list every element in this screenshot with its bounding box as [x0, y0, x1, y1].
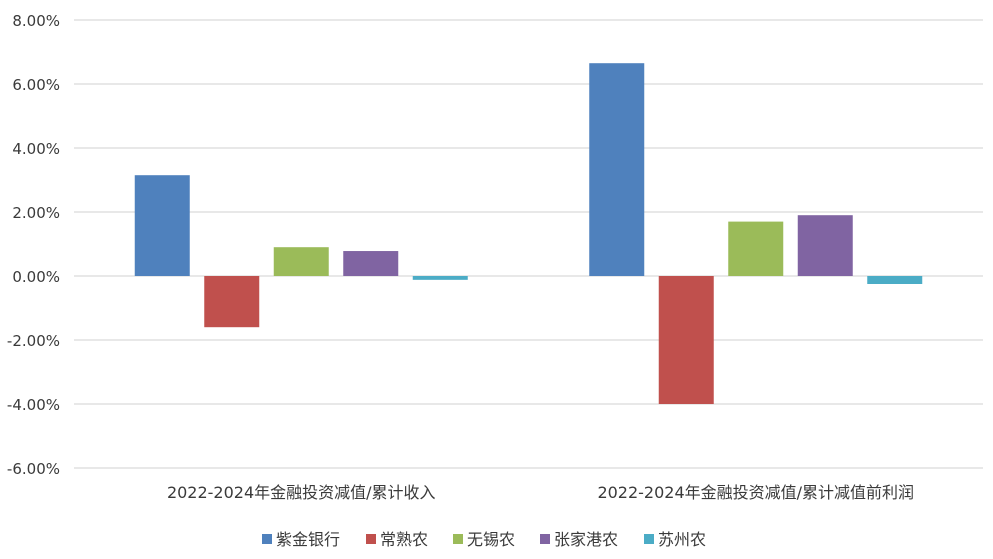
bar [867, 276, 923, 284]
legend-label: 张家港农 [554, 530, 618, 549]
y-tick-label: -6.00% [7, 460, 60, 478]
y-tick-label: -4.00% [7, 396, 60, 414]
legend-label: 苏州农 [658, 530, 706, 549]
y-tick-label: -2.00% [7, 332, 60, 350]
legend-item: 无锡农 [453, 530, 515, 549]
bar [797, 215, 853, 276]
bar [589, 63, 645, 277]
y-tick-label: 6.00% [12, 76, 60, 94]
legend-item: 常熟农 [366, 530, 428, 549]
y-tick-label: 4.00% [12, 140, 60, 158]
legend-label: 无锡农 [467, 530, 515, 549]
legend-swatch [453, 534, 463, 544]
y-tick-label: 0.00% [12, 268, 60, 286]
y-tick-label: 2.00% [12, 204, 60, 222]
legend-item: 紫金银行 [262, 530, 340, 549]
legend: 紫金银行 常熟农 无锡农 张家港农 苏州农 [262, 530, 706, 549]
legend-label: 常熟农 [380, 530, 428, 549]
bars [134, 63, 923, 404]
legend-swatch [366, 534, 376, 544]
legend-item: 苏州农 [644, 530, 706, 549]
bar [658, 276, 714, 404]
legend-swatch [644, 534, 654, 544]
bar [343, 251, 399, 276]
y-tick-label: 8.00% [12, 12, 60, 30]
bar [204, 276, 260, 328]
y-axis-tick-labels: 8.00% 6.00% 4.00% 2.00% 0.00% -2.00% -4.00% -6.… [7, 12, 60, 478]
x-axis-category-labels: 2022-2024年金融投资减值/累计收入 2022-2024年金融投资减值/累计… [167, 483, 914, 502]
legend-swatch [262, 534, 272, 544]
bar [412, 276, 468, 280]
x-category-label: 2022-2024年金融投资减值/累计收入 [167, 483, 436, 502]
bar [273, 247, 329, 276]
legend-item: 张家港农 [540, 530, 618, 549]
legend-label: 紫金银行 [276, 530, 340, 549]
x-category-label: 2022-2024年金融投资减值/累计减值前利润 [597, 483, 914, 502]
bar [134, 175, 190, 276]
bar [728, 221, 784, 276]
legend-swatch [540, 534, 550, 544]
